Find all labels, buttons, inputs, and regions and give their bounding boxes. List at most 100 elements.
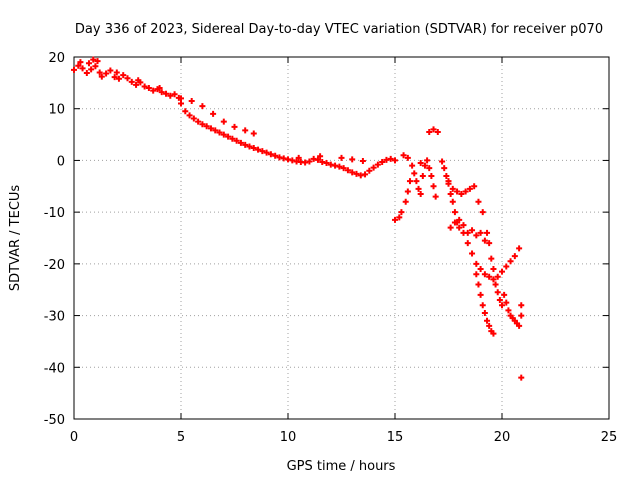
- y-tick-label: -20: [44, 258, 65, 273]
- data-point: [383, 156, 390, 163]
- data-point: [499, 302, 505, 309]
- data-point: [186, 112, 193, 119]
- data-point: [473, 271, 480, 278]
- data-point: [443, 172, 450, 179]
- data-point: [79, 65, 86, 72]
- data-point: [167, 92, 174, 99]
- data-point: [349, 156, 356, 163]
- data-point: [484, 229, 491, 236]
- data-point: [113, 69, 120, 76]
- x-axis-label: GPS time / hours: [287, 459, 396, 474]
- data-point: [417, 160, 424, 167]
- data-point: [319, 158, 326, 165]
- data-point: [464, 240, 471, 247]
- y-tick-label: 10: [48, 103, 65, 118]
- data-point: [90, 56, 97, 63]
- y-tick-label: -10: [44, 206, 65, 221]
- data-point: [479, 209, 486, 216]
- data-point: [242, 127, 249, 134]
- data-point: [471, 183, 478, 190]
- data-point: [220, 131, 227, 138]
- data-point: [477, 266, 484, 273]
- data-point: [479, 302, 486, 309]
- data-point: [518, 302, 525, 309]
- data-point: [396, 214, 403, 221]
- data-point: [447, 191, 454, 198]
- data-point: [419, 172, 426, 179]
- data-point: [145, 85, 152, 92]
- data-point: [306, 158, 313, 165]
- x-tick-label: 5: [177, 430, 185, 445]
- data-point: [259, 148, 266, 155]
- data-point: [516, 322, 523, 329]
- data-point: [77, 59, 84, 66]
- data-point: [428, 172, 435, 179]
- data-point: [362, 171, 369, 178]
- data-point: [255, 146, 262, 153]
- data-point: [379, 158, 386, 165]
- data-point: [188, 97, 195, 104]
- data-point: [451, 219, 458, 226]
- y-axis-label: SDTVAR / TECUs: [8, 185, 23, 292]
- data-point: [344, 167, 351, 174]
- data-point: [336, 163, 343, 170]
- data-point: [317, 153, 324, 160]
- data-point: [415, 185, 422, 192]
- x-tick-label: 10: [280, 430, 297, 445]
- data-point: [441, 165, 448, 172]
- data-point: [490, 266, 497, 273]
- data-point: [370, 164, 377, 171]
- data-point: [295, 154, 302, 161]
- data-point: [458, 191, 465, 198]
- data-point: [486, 240, 493, 247]
- data-point: [439, 158, 446, 165]
- data-point: [314, 156, 321, 163]
- data-point: [404, 188, 411, 195]
- data-point: [111, 74, 118, 81]
- data-point: [505, 307, 512, 314]
- data-point: [499, 268, 505, 275]
- data-point: [406, 178, 413, 185]
- x-tick-label: 20: [494, 430, 511, 445]
- data-point: [460, 222, 467, 229]
- data-point: [120, 72, 127, 79]
- data-point: [229, 135, 236, 142]
- data-point: [475, 198, 482, 205]
- data-point: [359, 157, 366, 164]
- data-point: [501, 291, 508, 298]
- data-point: [103, 70, 110, 77]
- data-point: [486, 273, 493, 280]
- data-point: [486, 322, 493, 329]
- data-point: [507, 258, 514, 265]
- data-point: [327, 161, 334, 168]
- data-point: [98, 73, 105, 80]
- data-point: [182, 108, 189, 115]
- data-point: [88, 66, 95, 73]
- data-point: [469, 250, 476, 257]
- data-point: [484, 317, 491, 324]
- data-point: [411, 170, 418, 177]
- chart-title: Day 336 of 2023, Sidereal Day-to-day VTE…: [75, 22, 603, 37]
- data-point: [267, 151, 274, 158]
- data-point: [392, 216, 398, 223]
- data-point: [398, 209, 405, 216]
- data-point: [233, 137, 240, 144]
- data-point: [477, 291, 484, 298]
- data-point: [466, 185, 473, 192]
- data-point: [107, 67, 114, 74]
- data-point: [481, 309, 488, 316]
- data-point: [225, 133, 232, 140]
- data-point: [430, 126, 437, 133]
- data-point: [462, 188, 469, 195]
- data-point: [276, 154, 283, 161]
- data-point: [451, 209, 458, 216]
- data-point: [250, 145, 257, 152]
- data-point: [216, 129, 223, 136]
- data-point: [96, 69, 103, 76]
- data-point: [289, 157, 296, 164]
- data-point: [456, 216, 463, 223]
- data-point: [332, 162, 339, 169]
- data-point: [503, 263, 510, 270]
- data-point: [434, 128, 441, 135]
- data-point: [430, 183, 437, 190]
